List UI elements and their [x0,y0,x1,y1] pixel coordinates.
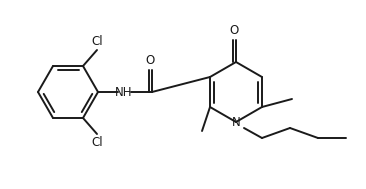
Text: Cl: Cl [91,35,103,48]
Text: N: N [232,115,240,129]
Text: O: O [146,54,155,67]
Text: O: O [230,24,239,37]
Text: Cl: Cl [91,136,103,149]
Text: NH: NH [115,85,133,98]
